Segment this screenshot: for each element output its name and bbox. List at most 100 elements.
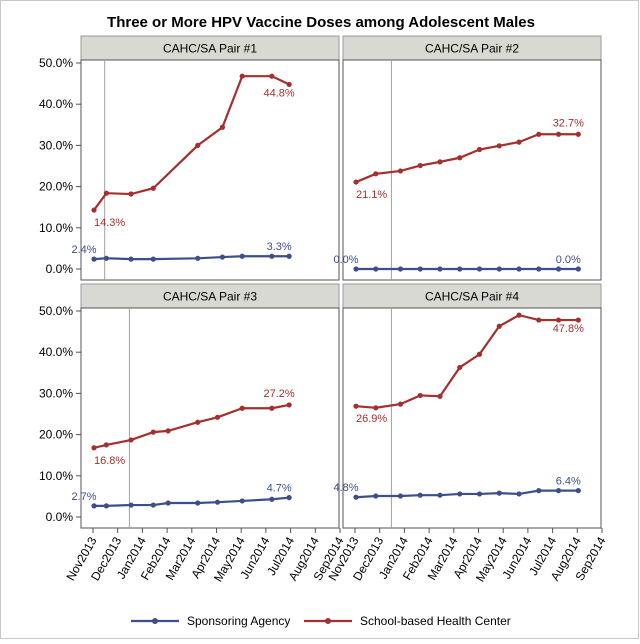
data-point-sponsoring <box>219 254 226 260</box>
data-point-sponsoring <box>417 266 423 272</box>
data-point-school <box>437 393 443 399</box>
data-point-sponsoring <box>239 253 245 259</box>
data-point-sponsoring <box>150 256 156 262</box>
data-point-school <box>496 143 502 149</box>
y-tick-label: 40.0% <box>39 345 73 359</box>
data-point-school <box>397 168 404 174</box>
data-point-school <box>437 159 443 165</box>
data-point-sponsoring <box>437 266 443 272</box>
data-point-school <box>239 73 245 79</box>
data-point-school <box>476 146 483 153</box>
data-point-sponsoring <box>516 491 522 497</box>
data-point-school <box>353 403 359 409</box>
data-point-sponsoring <box>373 266 379 272</box>
data-point-school <box>286 81 292 88</box>
data-point-sponsoring <box>373 493 379 499</box>
y-tick-label: 50.0% <box>39 304 73 318</box>
data-point-sponsoring <box>457 491 463 497</box>
panel-title: CAHC/SA Pair #4 <box>425 290 519 304</box>
data-point-school <box>219 124 226 130</box>
panel-header <box>80 35 340 61</box>
data-point-school <box>128 437 134 443</box>
data-point-sponsoring <box>397 493 404 499</box>
data-point-school <box>150 429 156 435</box>
data-label: 4.8% <box>333 482 358 494</box>
panel-title: CAHC/SA Pair #2 <box>425 42 519 56</box>
data-label: 14.3% <box>94 217 125 229</box>
data-point-school <box>555 131 562 137</box>
data-point-sponsoring <box>437 492 443 498</box>
legend: Sponsoring Agency School-based Health Cen… <box>131 614 511 628</box>
data-point-sponsoring <box>353 494 359 500</box>
data-point-sponsoring <box>575 266 581 272</box>
y-tick-label: 50.0% <box>39 56 73 70</box>
data-point-sponsoring <box>496 490 502 496</box>
plot-area <box>80 59 340 281</box>
y-tick-label: 0.0% <box>46 510 74 524</box>
y-tick-label: 20.0% <box>39 180 73 194</box>
data-point-school <box>516 139 522 145</box>
data-point-school <box>214 414 221 420</box>
plot-area <box>80 307 340 529</box>
data-point-school <box>555 317 562 323</box>
data-point-sponsoring <box>128 256 134 262</box>
data-label: 32.7% <box>553 117 584 129</box>
data-point-school <box>575 131 581 137</box>
data-label: 26.9% <box>356 413 387 425</box>
y-tick-label: 0.0% <box>46 262 74 276</box>
data-point-school <box>150 185 156 191</box>
legend-label-sponsoring: Sponsoring Agency <box>187 614 290 628</box>
y-tick-label: 40.0% <box>39 97 73 111</box>
data-label: 3.3% <box>267 241 292 253</box>
data-label: 2.7% <box>71 491 96 503</box>
data-point-school <box>165 428 171 434</box>
series-line-sponsoring <box>355 489 579 499</box>
data-point-sponsoring <box>476 266 483 272</box>
panel-3: CAHC/SA Pair #3 0.0% 10.0% 20.0% 30.0% 40.0% 5… <box>39 283 347 584</box>
data-point-sponsoring <box>496 266 502 272</box>
y-tick-label: 10.0% <box>39 469 73 483</box>
panel-title: CAHC/SA Pair #3 <box>163 290 257 304</box>
data-point-school <box>417 162 423 169</box>
data-point-school <box>417 392 423 399</box>
chart-title: Three or More HPV Vaccine Doses among Ad… <box>107 14 535 31</box>
data-point-sponsoring <box>269 253 275 259</box>
series-line-sponsoring <box>94 496 290 507</box>
data-point-school <box>373 171 379 177</box>
data-point-sponsoring <box>269 496 275 502</box>
data-point-school <box>536 131 542 137</box>
series-line-school <box>355 313 579 409</box>
data-point-sponsoring <box>91 256 97 262</box>
data-label: 4.7% <box>267 483 292 495</box>
data-point-school <box>269 73 275 79</box>
panel-title: CAHC/SA Pair #1 <box>163 42 257 56</box>
data-point-school <box>457 155 463 161</box>
data-label: 2.4% <box>71 244 96 256</box>
data-point-school <box>575 317 581 323</box>
data-point-sponsoring <box>417 492 423 498</box>
data-point-sponsoring <box>457 266 463 272</box>
data-label: 21.1% <box>356 189 387 201</box>
data-label: 27.2% <box>264 388 295 400</box>
data-point-school <box>195 142 201 148</box>
data-point-sponsoring <box>476 491 483 497</box>
legend-label-school: School-based Health Center <box>360 614 511 628</box>
data-point-sponsoring <box>353 266 359 272</box>
data-point-sponsoring <box>516 266 522 272</box>
data-point-sponsoring <box>239 498 245 504</box>
data-point-sponsoring <box>536 488 542 494</box>
data-point-sponsoring <box>150 502 156 508</box>
data-point-sponsoring <box>165 500 171 506</box>
data-point-school <box>286 402 292 408</box>
plot-area <box>342 59 602 281</box>
data-point-sponsoring <box>91 503 97 509</box>
data-point-sponsoring <box>575 488 581 494</box>
data-label: 0.0% <box>556 254 581 266</box>
data-point-sponsoring <box>397 266 404 272</box>
panel-2: CAHC/SA Pair #2 21.1% 32.7% 0.0% 0.0% <box>333 35 602 281</box>
y-tick-label: 20.0% <box>39 428 73 442</box>
data-point-school <box>516 312 522 318</box>
data-label: 44.8% <box>264 87 295 99</box>
data-point-sponsoring <box>103 503 109 509</box>
